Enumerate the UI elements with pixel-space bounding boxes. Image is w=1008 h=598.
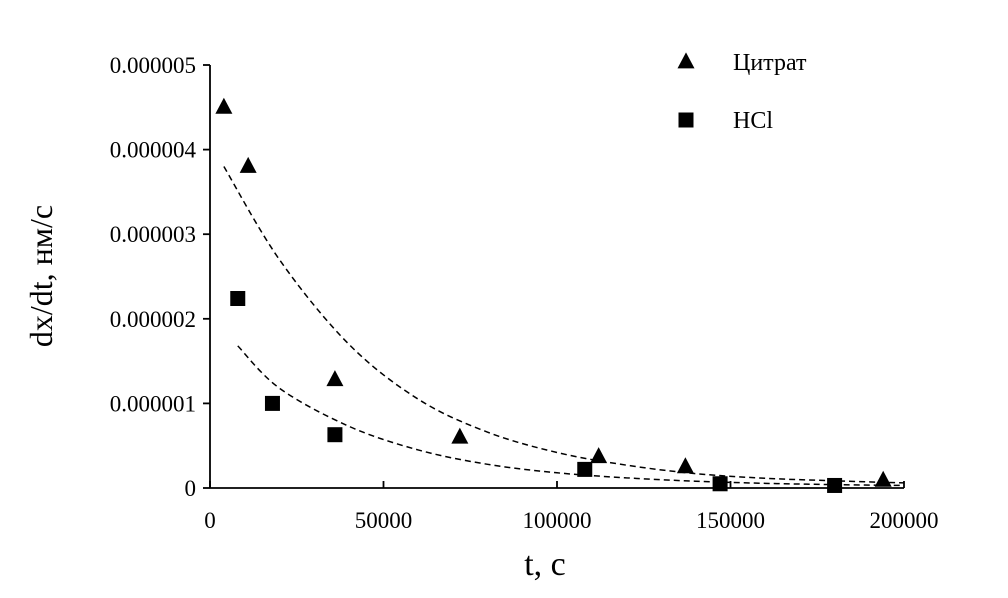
legend-label-citrate: Цитрат [733,50,807,76]
data-point-citrate [874,470,892,487]
legend-marker-hcl [678,112,694,128]
data-point-citrate [215,97,233,114]
legend-label-hcl: HCl [733,108,773,134]
legend-marker-citrate [677,52,695,69]
y-tick-label: 0 [185,476,197,501]
y-tick-label: 0.000004 [110,138,197,163]
data-point-hcl [712,476,728,492]
data-point-hcl [264,395,280,411]
y-tick-label: 0.000005 [110,53,196,78]
data-point-citrate [590,447,608,464]
data-points [215,97,892,493]
data-point-citrate [326,370,344,387]
x-tick-label: 50000 [355,508,413,533]
data-point-citrate [676,457,694,474]
x-axis-title: t, с [524,546,566,583]
y-tick-label: 0.000003 [110,222,196,247]
data-point-hcl [577,461,593,477]
data-point-hcl [827,477,843,493]
legend: Цитрат HCl [677,50,807,134]
data-point-hcl [230,290,246,306]
data-point-citrate [239,156,257,173]
data-point-hcl [327,427,343,443]
y-tick-label: 0.000001 [110,391,196,416]
axes [209,65,904,489]
trendline-hcl [237,345,905,487]
y-tick-label: 0.000002 [110,307,196,332]
trendline-citrate [223,166,905,484]
x-tick-label: 0 [204,508,216,533]
x-tick-label: 100000 [523,508,592,533]
ticks: 0 50000 100000 150000 200000 0 0.000001 0.00000… [110,53,939,533]
trendlines [223,166,905,487]
data-point-citrate [451,427,469,444]
x-tick-label: 150000 [696,508,765,533]
x-tick-label: 200000 [870,508,939,533]
y-axis-title: dx/dt, нм/с [23,205,59,347]
